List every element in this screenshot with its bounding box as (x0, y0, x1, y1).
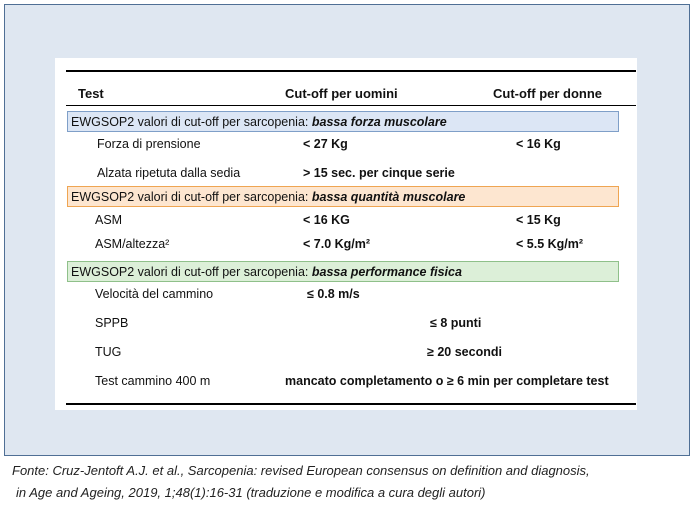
test-cell: TUG (95, 345, 122, 359)
men-cell: < 16 KG (303, 213, 350, 227)
section-title: EWGSOP2 valori di cut-off per sarcopenia… (71, 265, 309, 279)
test-cell: Test cammino 400 m (95, 374, 211, 388)
section-header: EWGSOP2 valori di cut-off per sarcopenia… (67, 261, 619, 282)
test-cell: ASM (95, 213, 123, 227)
all-cell: mancato completamento o ≥ 6 min per comp… (285, 374, 609, 388)
women-cell: < 15 Kg (516, 213, 561, 227)
test-cell: Forza di prensione (97, 137, 201, 151)
section-emphasis: bassa forza muscolare (311, 115, 447, 129)
men-cell: < 7.0 Kg/m² (303, 237, 371, 251)
men-cell: < 27 Kg (303, 137, 348, 151)
section-title: EWGSOP2 valori di cut-off per sarcopenia… (71, 190, 309, 204)
all-cell: ≤ 8 punti (430, 316, 482, 330)
caption: in Age and Ageing, 2019, 1;48(1):16-31 (… (16, 485, 486, 500)
section-title: EWGSOP2 valori di cut-off per sarcopenia… (71, 115, 309, 129)
women-cell: < 16 Kg (516, 137, 561, 151)
section-header: EWGSOP2 valori di cut-off per sarcopenia… (67, 186, 619, 207)
section-emphasis: bassa performance fisica (311, 265, 462, 279)
section-header: EWGSOP2 valori di cut-off per sarcopenia… (67, 111, 619, 132)
header-cell: Test (78, 86, 104, 101)
rule (66, 105, 636, 106)
all-cell: ≥ 20 secondi (427, 345, 502, 359)
test-cell: Alzata ripetuta dalla sedia (97, 166, 241, 180)
men-cell: ≤ 0.8 m/s (307, 287, 360, 301)
rule (66, 70, 636, 72)
test-cell: ASM/altezza² (95, 237, 170, 251)
section-emphasis: bassa quantità muscolare (311, 190, 466, 204)
test-cell: SPPB (95, 316, 129, 330)
caption: Fonte: Cruz-Jentoft A.J. et al., Sarcope… (12, 463, 590, 478)
header-cell: Cut-off per donne (493, 86, 603, 101)
test-cell: Velocità del cammino (95, 287, 214, 301)
women-cell: < 5.5 Kg/m² (516, 237, 584, 251)
men-cell: > 15 sec. per cinque serie (303, 166, 455, 180)
rule (66, 403, 636, 405)
header-cell: Cut-off per uomini (285, 86, 398, 101)
